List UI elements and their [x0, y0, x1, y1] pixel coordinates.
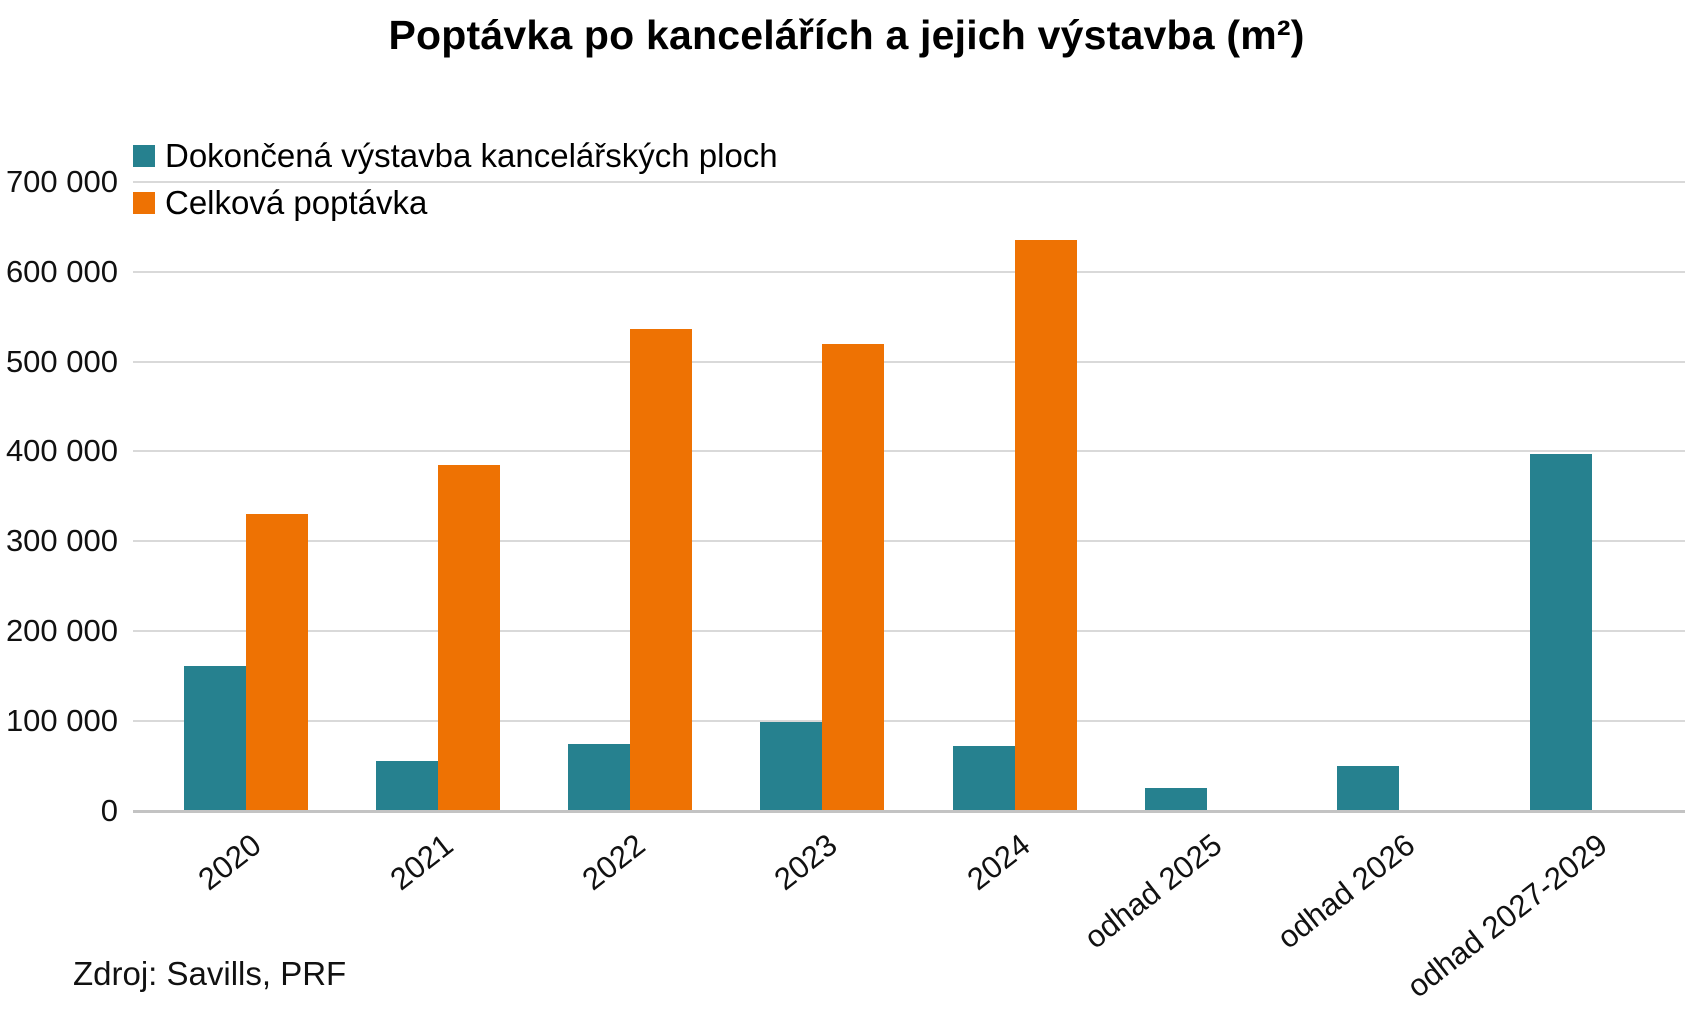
gridline [133, 450, 1685, 453]
bar-vystavba-2023 [760, 722, 823, 811]
x-axis-label: odhad 2025 [1077, 827, 1229, 956]
gridline [133, 719, 1685, 722]
x-axis-label: odhad 2027-2029 [1400, 827, 1614, 1005]
y-axis-label: 300 000 [5, 523, 118, 559]
bar-vystavba-odhad-2025 [1145, 788, 1207, 811]
gridline [133, 629, 1685, 632]
gridline [133, 270, 1685, 273]
bar-poptavka-2023 [822, 343, 885, 811]
legend: Dokončená výstavba kancelářských ploch C… [133, 138, 778, 221]
y-axis-label: 100 000 [5, 702, 118, 738]
x-axis-label: 2024 [960, 827, 1037, 898]
bar-poptavka-2022 [630, 329, 693, 811]
y-axis-label: 700 000 [5, 163, 118, 199]
x-axis-label: 2022 [575, 827, 652, 898]
bar-vystavba-2020 [183, 665, 246, 811]
legend-swatch-orange-icon [133, 192, 155, 214]
bar-poptavka-2024 [1014, 240, 1077, 811]
bar-vystavba-2022 [568, 744, 631, 811]
chart-title: Poptávka po kancelářích a jejich výstavb… [388, 12, 1305, 58]
bar-vystavba-odhad-2026 [1337, 765, 1400, 811]
y-axis-label: 400 000 [5, 433, 118, 469]
y-axis-label: 600 000 [5, 253, 118, 289]
legend-item-construction: Dokončená výstavba kancelářských ploch [133, 138, 778, 174]
legend-label-construction: Dokončená výstavba kancelářských ploch [165, 137, 778, 174]
x-axis-label: 2023 [768, 827, 844, 898]
bar-vystavba-odhad-2027-2029 [1529, 453, 1592, 811]
x-axis-label: 2020 [191, 827, 268, 898]
y-axis-label: 0 [100, 792, 118, 828]
bar-poptavka-2020 [245, 514, 308, 811]
legend-label-demand: Celková poptávka [165, 184, 428, 221]
x-axis-label: odhad 2026 [1270, 827, 1421, 956]
source-note: Zdroj: Savills, PRF [73, 955, 347, 992]
x-axis-line [133, 809, 1685, 813]
y-axis-label: 200 000 [5, 612, 118, 648]
x-axis-label: 2021 [383, 827, 460, 898]
legend-item-demand: Celková poptávka [133, 185, 778, 221]
gridline [133, 540, 1685, 543]
bar-vystavba-2024 [952, 745, 1015, 811]
gridline [133, 180, 1685, 183]
bar-vystavba-2021 [375, 761, 438, 811]
gridline [133, 360, 1685, 363]
legend-swatch-teal-icon [133, 145, 155, 167]
y-axis-label: 500 000 [5, 343, 118, 379]
bar-poptavka-2021 [437, 464, 500, 811]
